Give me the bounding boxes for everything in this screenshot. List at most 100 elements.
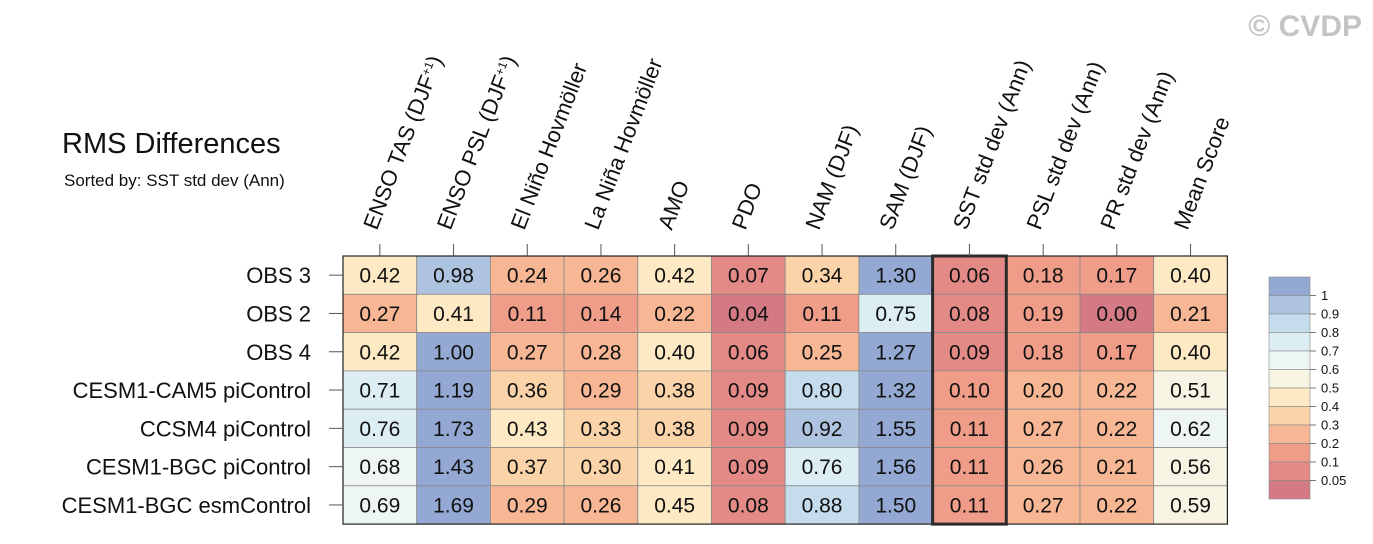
column-label: ENSO TAS (DJF+1) xyxy=(358,52,447,233)
cell-value-label: 0.21 xyxy=(1096,456,1137,479)
heatmap-cell xyxy=(858,408,934,448)
chart-title: RMS Differences xyxy=(62,128,281,160)
cell-value-label: 0.09 xyxy=(728,380,769,403)
colorbar-label: 0.2 xyxy=(1321,436,1339,451)
heatmap-cell xyxy=(932,447,1007,487)
heatmap-cell xyxy=(342,408,418,448)
heatmap-cell xyxy=(637,293,712,333)
heatmap-cell xyxy=(711,370,786,410)
cell-value-label: 1.50 xyxy=(875,494,916,517)
heatmap-cell xyxy=(1005,485,1081,525)
cell-value-label: 0.51 xyxy=(1170,380,1211,403)
row-label: OBS 4 xyxy=(246,340,311,365)
row-label: CESM1-BGC esmControl xyxy=(62,493,311,518)
cell-value-label: 0.40 xyxy=(654,341,695,364)
cell-value-label: 0.76 xyxy=(359,418,400,441)
colorbar-label: 0.3 xyxy=(1321,418,1339,433)
heatmap-cell xyxy=(563,447,639,487)
heatmap-cell xyxy=(784,332,860,372)
colorbar-label: 1 xyxy=(1321,288,1328,303)
row-label: CCSM4 piControl xyxy=(140,416,311,441)
colorbar-label: 0.5 xyxy=(1321,381,1339,396)
cell-value-label: 0.17 xyxy=(1096,265,1137,288)
heatmap-cell xyxy=(489,332,565,372)
colorbar-label: 0.4 xyxy=(1321,399,1339,414)
cell-value-label: 0.11 xyxy=(508,303,547,326)
heatmap-cell xyxy=(342,485,418,525)
cell-value-label: 0.29 xyxy=(507,494,548,517)
row-label: OBS 3 xyxy=(246,263,311,288)
cell-value-label: 0.71 xyxy=(359,380,400,403)
cell-value-label: 0.88 xyxy=(802,494,843,517)
cell-value-label: 0.42 xyxy=(654,265,695,288)
heatmap-cell xyxy=(637,408,712,448)
column-label: SST std dev (Ann) xyxy=(948,56,1036,232)
cell-value-label: 0.27 xyxy=(507,341,548,364)
colorbar-swatch xyxy=(1268,276,1311,296)
colorbar-swatch xyxy=(1268,406,1311,426)
cell-value-label: 0.41 xyxy=(433,303,474,326)
colorbar-label: 0.8 xyxy=(1321,325,1339,340)
cell-value-label: 0.56 xyxy=(1170,456,1211,479)
cell-value-label: 0.75 xyxy=(875,303,916,326)
cell-value-label: 0.43 xyxy=(507,418,548,441)
cell-value-label: 0.40 xyxy=(1170,265,1211,288)
cell-value-label: 0.21 xyxy=(1170,303,1211,326)
row-label: OBS 2 xyxy=(246,301,311,326)
cell-value-label: 0.06 xyxy=(728,341,769,364)
column-label: Mean Score xyxy=(1169,113,1235,233)
colorbar: 1 0.9 0.8 0.7 0.6 0.5 0.4 0.3 0.2 0.1 0.05 xyxy=(1268,276,1346,500)
watermark: © CVDP xyxy=(1248,10,1362,43)
colorbar-swatch xyxy=(1268,387,1311,407)
heatmap-cell xyxy=(932,370,1007,410)
heatmap-cell xyxy=(563,293,639,333)
heatmap-grid: 0.42 0.98 0.24 0.26 0.42 0.07 0.34 1.30 0.06 0.18… xyxy=(342,254,1229,526)
cell-value-label: 0.00 xyxy=(1096,303,1137,326)
cell-value-label: 0.30 xyxy=(581,456,622,479)
column-label: La Niña Hovmöller xyxy=(579,55,667,233)
heatmap-cell xyxy=(342,255,418,295)
row-labels: OBS 3 OBS 2 OBS 4 CESM1-CAM5 piControl CCSM4… xyxy=(62,263,343,518)
cell-value-label: 0.26 xyxy=(1023,456,1064,479)
cell-value-label: 0.36 xyxy=(507,380,548,403)
colorbar-label: 0.05 xyxy=(1321,473,1346,488)
heatmap-cell xyxy=(416,485,491,525)
heatmap-cell xyxy=(1153,485,1228,525)
heatmap-cell xyxy=(563,485,639,525)
cell-value-label: 0.17 xyxy=(1096,341,1137,364)
cell-value-label: 0.80 xyxy=(802,380,843,403)
cell-value-label: 1.73 xyxy=(433,418,474,441)
colorbar-swatch xyxy=(1268,332,1311,352)
column-label: PR std dev (Ann) xyxy=(1095,67,1178,232)
cell-value-label: 0.41 xyxy=(654,456,695,479)
cell-value-label: 0.33 xyxy=(581,418,622,441)
heatmap-cell xyxy=(489,485,565,525)
cell-value-label: 1.56 xyxy=(875,456,916,479)
cell-value-label: 0.69 xyxy=(359,494,400,517)
cell-value-label: 0.76 xyxy=(802,456,843,479)
heatmap-cell xyxy=(784,293,860,333)
heatmap-cell xyxy=(932,293,1007,333)
column-label: SAM (DJF) xyxy=(874,122,936,233)
heatmap-cell xyxy=(563,370,639,410)
cell-value-label: 0.18 xyxy=(1023,341,1064,364)
heatmap-cell xyxy=(784,485,860,525)
column-label: ENSO PSL (DJF+1) xyxy=(432,52,521,233)
cell-value-label: 0.08 xyxy=(728,494,769,517)
cell-value-label: 0.06 xyxy=(949,265,990,288)
cell-value-label: 0.25 xyxy=(802,341,843,364)
colorbar-label: 0.1 xyxy=(1321,455,1339,470)
heatmap-cell xyxy=(563,332,639,372)
cell-value-label: 0.27 xyxy=(1023,418,1064,441)
heatmap-cell xyxy=(416,293,491,333)
cell-value-label: 0.11 xyxy=(950,418,989,441)
cell-value-label: 0.26 xyxy=(581,265,622,288)
cell-value-label: 0.19 xyxy=(1023,303,1064,326)
cell-value-label: 0.98 xyxy=(433,265,474,288)
colorbar-label: 0.6 xyxy=(1321,362,1339,377)
cell-value-label: 0.08 xyxy=(949,303,990,326)
heatmap-cell xyxy=(563,255,639,295)
column-label: NAM (DJF) xyxy=(800,121,863,233)
